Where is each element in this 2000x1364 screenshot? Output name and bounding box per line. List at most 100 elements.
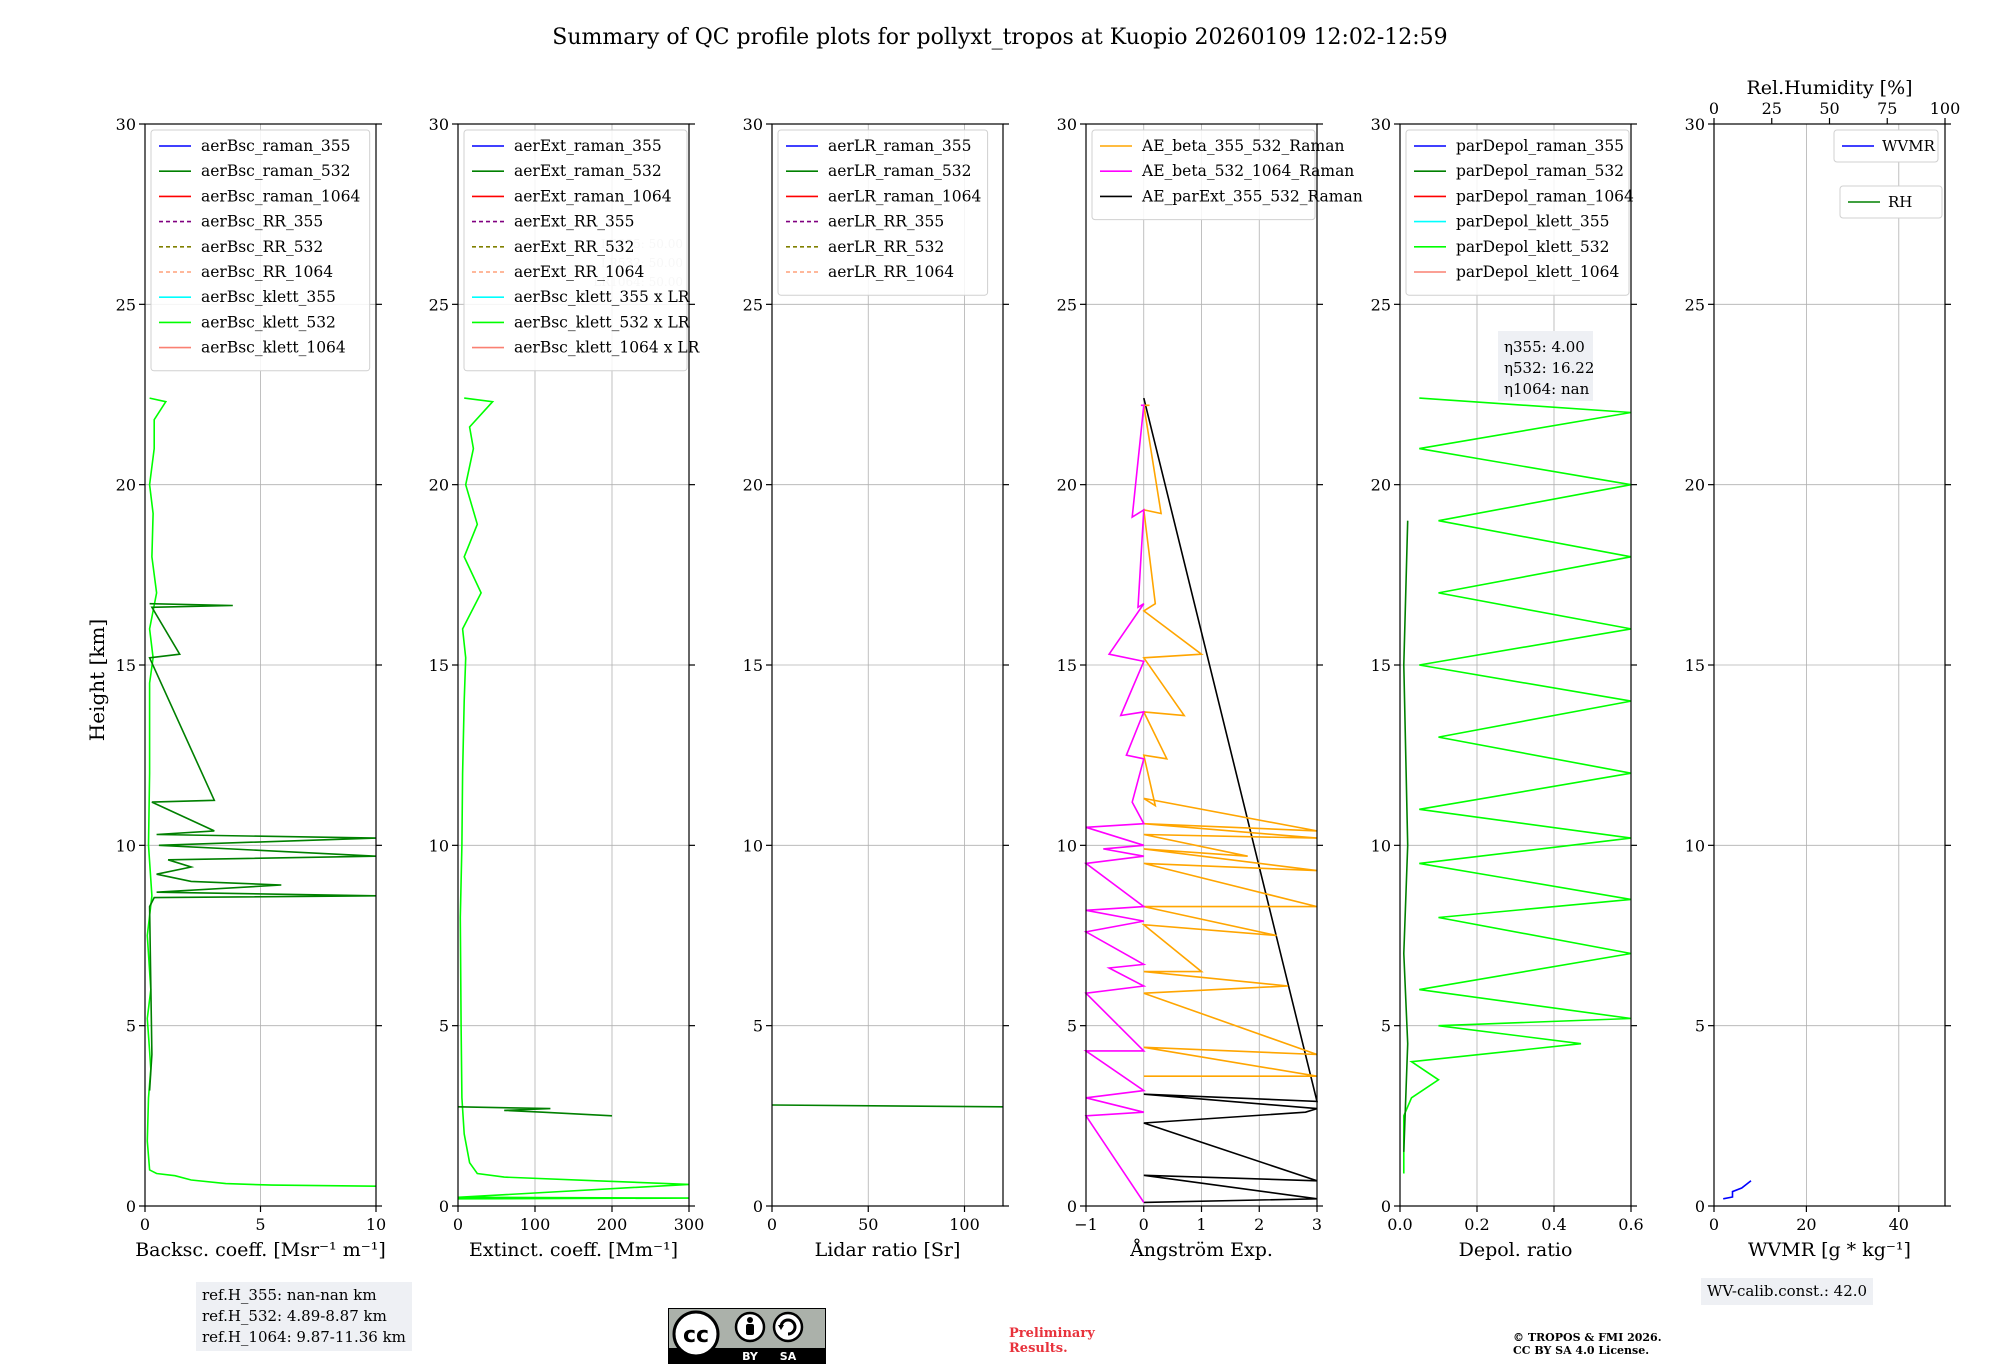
x-tick-label: 3 <box>1312 1215 1322 1234</box>
series-aerBsc_klett_532 <box>146 397 377 1187</box>
x-tick-label: 200 <box>597 1215 628 1234</box>
eta-annotation: η532: 16.22 <box>1504 359 1594 377</box>
legend-entry: aerLR_RR_1064 <box>828 263 954 281</box>
top-x-tick-label: 25 <box>1762 99 1782 118</box>
x-axis-label: Ångström Exp. <box>1129 1239 1273 1261</box>
x-tick-label: 0 <box>453 1215 463 1234</box>
y-tick-label: 10 <box>1685 836 1705 855</box>
x-tick-label: 0 <box>140 1215 150 1234</box>
y-tick-label: 10 <box>1371 836 1391 855</box>
legend-entry: aerBsc_raman_532 <box>201 162 351 180</box>
svg-text:cc: cc <box>683 1323 709 1348</box>
top-x-tick-label: 100 <box>1930 99 1961 118</box>
y-tick-label: 30 <box>1685 115 1705 134</box>
y-tick-label: 20 <box>1685 476 1705 495</box>
x-tick-label: 20 <box>1796 1215 1816 1234</box>
legend-frame <box>150 129 371 372</box>
sa-share-icon <box>772 1311 804 1343</box>
legend-entry: aerExt_raman_355 <box>514 137 662 155</box>
legend-frame <box>463 129 688 372</box>
y-tick-label: 0 <box>1695 1197 1705 1216</box>
y-tick-label: 20 <box>429 476 449 495</box>
y-tick-label: 5 <box>439 1017 449 1036</box>
legend-entry: aerBsc_klett_1064 <box>201 339 346 357</box>
ref-height-532: ref.H_532: 4.89-8.87 km <box>202 1307 387 1325</box>
figure-title: Summary of QC profile plots for pollyxt_… <box>552 25 1447 50</box>
legend-entry: aerBsc_raman_1064 <box>201 187 361 205</box>
x-tick-label: 0.6 <box>1618 1215 1643 1234</box>
cc-sa-label: SA <box>780 1350 797 1363</box>
legend-entry: aerBsc_klett_355 <box>201 288 336 306</box>
legend-entry: aerBsc_RR_1064 <box>201 263 333 281</box>
series-aerBsc_klett_532 x LR <box>457 397 690 1200</box>
y-tick-label: 30 <box>743 115 763 134</box>
y-axis-label: Height [km] <box>85 619 109 741</box>
reference-height-box: ref.H_355: nan-nan km ref.H_532: 4.89-8.… <box>196 1282 412 1351</box>
legend-entry: aerBsc_klett_1064 x LR <box>514 339 701 357</box>
top-x-axis-label: Rel.Humidity [%] <box>1746 77 1912 99</box>
y-tick-label: 30 <box>429 115 449 134</box>
x-tick-label: 40 <box>1889 1215 1909 1234</box>
series-AE_parExt_355_532_Raman <box>1143 397 1319 1204</box>
x-tick-label: 5 <box>255 1215 265 1234</box>
x-tick-label: 2 <box>1254 1215 1264 1234</box>
y-tick-label: 10 <box>429 836 449 855</box>
y-tick-label: 25 <box>429 295 449 314</box>
y-tick-label: 20 <box>1057 476 1077 495</box>
y-tick-label: 10 <box>1057 836 1077 855</box>
x-tick-label: 0.0 <box>1387 1215 1412 1234</box>
legend-entry: AE_beta_355_532_Raman <box>1141 137 1344 155</box>
y-tick-label: 15 <box>116 656 136 675</box>
legend-frame <box>1091 129 1316 221</box>
top-x-tick-label: 50 <box>1819 99 1839 118</box>
legend-entry: parDepol_raman_532 <box>1456 162 1624 180</box>
y-tick-label: 25 <box>1685 295 1705 314</box>
legend-entry: aerLR_raman_1064 <box>828 187 981 205</box>
y-tick-label: 25 <box>1057 295 1077 314</box>
legend-entry: aerLR_raman_532 <box>828 162 971 180</box>
x-axis-label: Backsc. coeff. [Msr⁻¹ m⁻¹] <box>135 1239 386 1261</box>
x-tick-label: 0.4 <box>1541 1215 1566 1234</box>
x-tick-label: 0.2 <box>1464 1215 1489 1234</box>
cc-by-label: BY <box>742 1350 759 1363</box>
ref-height-1064: ref.H_1064: 9.87-11.36 km <box>202 1328 406 1346</box>
x-tick-label: 0 <box>1709 1215 1719 1234</box>
legend-entry: aerBsc_RR_355 <box>201 213 323 231</box>
panel-backscatter: 0 5 10 15 20 25 30 0 5 10 Backsc. coeff. [Msr⁻¹ m⁻… <box>116 115 387 1261</box>
top-x-tick-label: 75 <box>1877 99 1897 118</box>
x-tick-label: −1 <box>1074 1215 1098 1234</box>
legend-frame <box>777 129 989 296</box>
x-tick-label: 0 <box>767 1215 777 1234</box>
y-tick-label: 5 <box>1067 1017 1077 1036</box>
top-x-tick-label: 0 <box>1709 99 1719 118</box>
preliminary-results-note: Preliminary Results. <box>1009 1326 1095 1356</box>
y-tick-label: 15 <box>1057 656 1077 675</box>
legend-entry: WVMR <box>1882 137 1936 155</box>
series-aerLR_raman_532 <box>771 1104 1004 1108</box>
y-tick-label: 10 <box>743 836 763 855</box>
legend-entry: aerBsc_raman_355 <box>201 137 351 155</box>
y-tick-label: 25 <box>1371 295 1391 314</box>
legend-entry: parDepol_klett_355 <box>1456 213 1609 231</box>
x-tick-label: 100 <box>949 1215 980 1234</box>
legend-entry: aerLR_RR_355 <box>828 213 944 231</box>
series-AE_beta_355_532_Raman <box>1141 404 1318 1077</box>
legend-entry: parDepol_raman_1064 <box>1456 187 1634 205</box>
y-tick-label: 25 <box>116 295 136 314</box>
x-tick-label: 10 <box>366 1215 386 1234</box>
copyright-line-2: CC BY SA 4.0 License. <box>1513 1344 1650 1357</box>
y-tick-label: 15 <box>1371 656 1391 675</box>
series-AE_beta_532_1064_Raman <box>1083 404 1147 1203</box>
legend-entry: aerExt_RR_1064 <box>514 263 645 281</box>
y-tick-label: 0 <box>126 1197 136 1216</box>
preliminary-line-1: Preliminary <box>1009 1326 1095 1341</box>
legend-entry: parDepol_raman_355 <box>1456 137 1624 155</box>
y-tick-label: 0 <box>1067 1197 1077 1216</box>
legend-entry: aerBsc_klett_532 x LR <box>514 313 691 331</box>
y-tick-label: 15 <box>1685 656 1705 675</box>
legend-entry: parDepol_klett_1064 <box>1456 263 1619 281</box>
legend-entry: aerExt_RR_355 <box>514 213 635 231</box>
